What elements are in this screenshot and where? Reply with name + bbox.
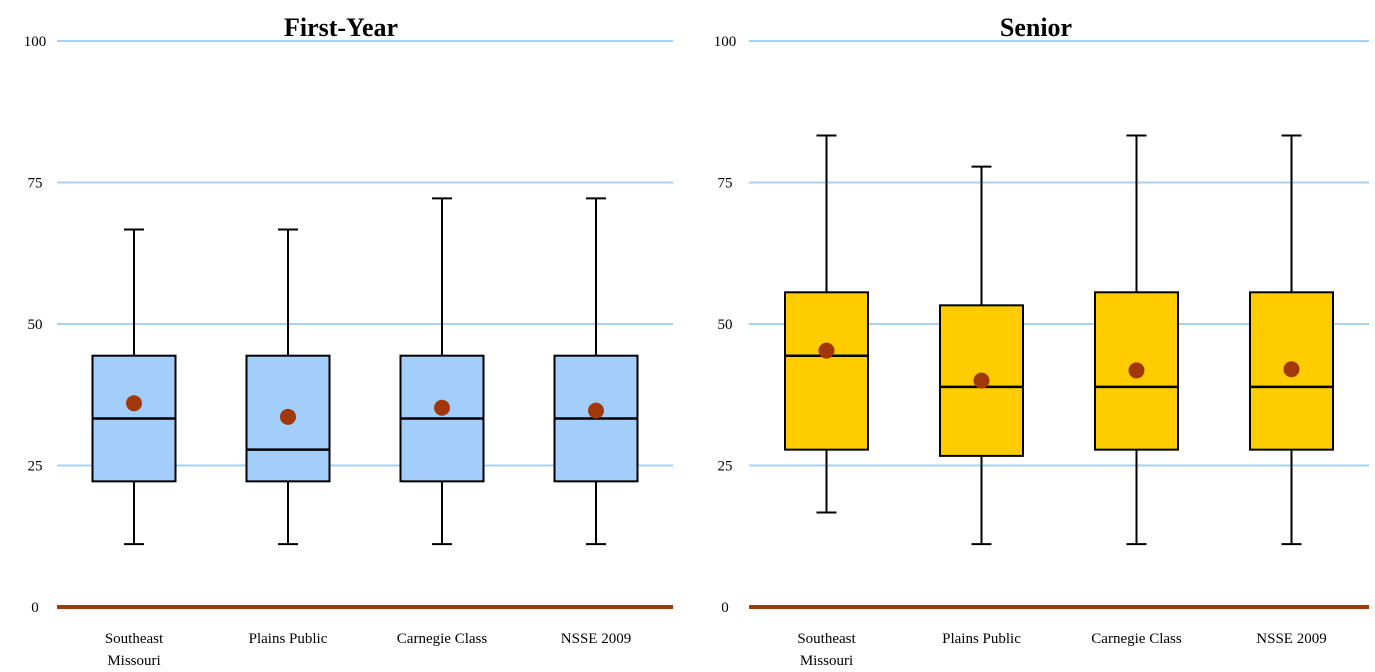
panel-2-category-label-line: NSSE 2009 — [1256, 631, 1326, 647]
panel-2-category-label: NSSE 2009 — [1256, 631, 1326, 647]
panel-2-category-label: Carnegie Class — [1091, 631, 1182, 647]
panel-1-y-tick-label: 0 — [31, 600, 39, 616]
panel-1-category-label-line: NSSE 2009 — [561, 631, 631, 647]
panel-2-category-label-line: Southeast — [797, 631, 856, 647]
panel-2-mean-dot — [818, 342, 835, 359]
panel-1-mean-dot — [280, 408, 296, 425]
panel-2-category-label-line: Carnegie Class — [1091, 631, 1182, 647]
panel-2-box — [784, 291, 869, 451]
panel-1-y-tick-label: 100 — [24, 34, 47, 50]
panel-1-y-tick-label: 25 — [28, 459, 43, 475]
panel-1-category-label: Southeast Missouri — [105, 631, 164, 669]
panel-2-category-label: Plains Public — [942, 631, 1021, 647]
panel-2-category-label-line: Missouri — [800, 653, 853, 669]
panel-1-y-tick-label: 75 — [28, 176, 43, 192]
panel-1-category-label: Carnegie Class — [397, 631, 488, 647]
panel-1-category-label-line: Plains Public — [249, 631, 328, 647]
panel-2-y-tick-label: 100 — [714, 34, 737, 50]
panel-2-category-label-line: Plains Public — [942, 631, 1021, 647]
panel-1-category-label: Plains Public — [249, 631, 328, 647]
panel-2-title: Senior — [1000, 13, 1072, 42]
panel-2-mean-dot — [1128, 362, 1145, 379]
panel-1-title: First-Year — [284, 13, 398, 42]
panel-2-mean-dot — [1283, 361, 1300, 378]
panel-2-y-tick-label: 25 — [718, 459, 733, 475]
panel-2-y-tick-label: 75 — [718, 176, 733, 192]
panel-2-y-tick-label: 50 — [718, 317, 733, 333]
panel-1-category-label-line: Carnegie Class — [397, 631, 488, 647]
panel-1-category-label-line: Southeast — [105, 631, 164, 647]
panel-1-mean-dot — [126, 395, 142, 412]
panel-1-mean-dot — [434, 399, 450, 416]
panel-1-category-label: NSSE 2009 — [561, 631, 631, 647]
panel-1-mean-dot — [588, 402, 604, 419]
panel-2-y-tick-label: 0 — [721, 600, 729, 616]
panel-2-category-label: Southeast Missouri — [797, 631, 856, 669]
panel-2-mean-dot — [973, 372, 990, 389]
panel-1-y-tick-label: 50 — [28, 317, 43, 333]
panel-1-category-label-line: Missouri — [107, 653, 160, 669]
